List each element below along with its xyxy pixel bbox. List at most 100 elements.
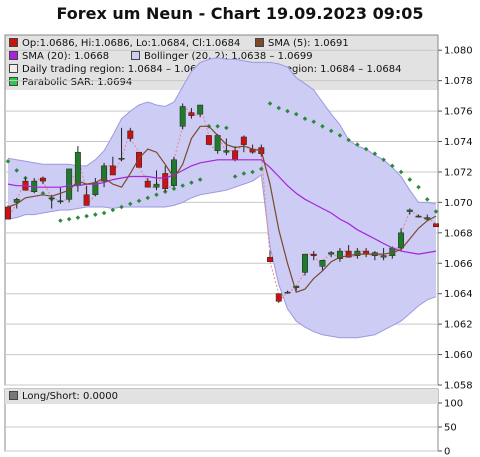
moving-averages bbox=[7, 125, 437, 293]
gap-connector bbox=[121, 130, 131, 159]
candle-up bbox=[13, 199, 20, 203]
candle-up bbox=[57, 200, 64, 203]
candle-up bbox=[101, 165, 108, 182]
candle-down bbox=[188, 112, 195, 116]
candle-up bbox=[284, 291, 291, 294]
candle-down bbox=[144, 180, 151, 188]
price-tick-label: 1.074 bbox=[444, 137, 473, 148]
candle-down bbox=[345, 250, 352, 258]
legend-swatch-sma5 bbox=[255, 38, 264, 47]
psar-dot bbox=[363, 146, 369, 152]
sma5-line bbox=[7, 125, 437, 293]
legend-sma5-label: SMA (5): 1.0691 bbox=[268, 38, 349, 49]
price-axis: 1.058 1.060 1.062 1.064 1.066 1.068 1.070 1.072… bbox=[438, 46, 473, 392]
gap-connector bbox=[60, 198, 70, 202]
price-tick-label: 1.058 bbox=[444, 381, 473, 392]
candle-up bbox=[398, 232, 405, 249]
price-tick-label: 1.080 bbox=[444, 46, 473, 57]
legend-long-short-label: Long/Short: 0.0000 bbox=[22, 391, 118, 402]
candle-up bbox=[336, 250, 343, 259]
gap-connector bbox=[42, 180, 53, 199]
legend-ohlc-label: Op:1.0686, Hi:1.0686, Lo:1.0684, Cl:1.06… bbox=[22, 38, 241, 49]
gap-connector bbox=[138, 167, 149, 182]
candle-up bbox=[319, 259, 326, 267]
legend-sma20-label: SMA (20): 1.0668 bbox=[22, 51, 110, 62]
candle-up bbox=[48, 197, 55, 200]
oscillator-legend: Long/Short: 0.0000 bbox=[5, 389, 438, 404]
legend-psar: Parabolic SAR: 1.0694 bbox=[9, 77, 132, 89]
psar-dot bbox=[119, 204, 124, 210]
bollinger-band bbox=[7, 57, 437, 339]
oscillator-axis: 0 50 100 bbox=[438, 399, 463, 457]
psar-dot bbox=[66, 216, 72, 222]
legend-sl-region-label: Daily S/L region: 1.0684 – 1.0684 bbox=[235, 64, 402, 75]
psar-dot bbox=[398, 169, 404, 175]
gap-connector bbox=[217, 135, 227, 153]
legend-bollinger: Bollinger (20, 2): 1.0638 – 1.0699 bbox=[131, 51, 313, 63]
legend-sma5: SMA (5): 1.0691 bbox=[255, 38, 349, 50]
candle-down bbox=[240, 136, 247, 145]
legend-sma20: SMA (20): 1.0668 bbox=[9, 51, 109, 63]
oscillator-tick-label: 50 bbox=[444, 423, 457, 434]
gap-connector bbox=[77, 152, 88, 195]
candle-down bbox=[275, 293, 282, 302]
legend-psar-label: Parabolic SAR: 1.0694 bbox=[22, 77, 133, 88]
psar-dot bbox=[110, 207, 116, 213]
candle-up bbox=[328, 252, 335, 255]
candle-up bbox=[293, 285, 300, 288]
gap-connector bbox=[7, 202, 18, 220]
price-tick-label: 1.076 bbox=[444, 107, 473, 118]
gap-connector bbox=[34, 177, 44, 182]
candle-down bbox=[310, 253, 317, 256]
psar-dot bbox=[381, 157, 386, 163]
gap-connector bbox=[269, 261, 280, 294]
gap-connector bbox=[260, 153, 271, 258]
psar-dot bbox=[93, 212, 98, 217]
candle-up bbox=[406, 209, 413, 212]
candle-up bbox=[118, 158, 125, 160]
candle-up bbox=[153, 183, 160, 188]
legend-swatch-long-short bbox=[9, 391, 18, 400]
candle-down bbox=[5, 206, 11, 220]
price-tick-label: 1.062 bbox=[444, 320, 473, 331]
candle-up bbox=[197, 104, 204, 115]
psar-dot bbox=[75, 215, 81, 220]
legend-swatch-ohlc bbox=[9, 38, 18, 47]
gap-connector bbox=[295, 272, 306, 287]
psar-dot bbox=[416, 184, 421, 190]
sma20-line bbox=[7, 159, 437, 255]
price-tick-label: 1.064 bbox=[444, 289, 473, 300]
psar-dot bbox=[407, 177, 413, 182]
candle-up bbox=[171, 159, 177, 186]
oscillator-grid bbox=[5, 402, 438, 452]
oscillator-tick-label: 0 bbox=[444, 447, 450, 457]
chart-title: Forex um Neun - Chart 19.09.2023 09:05 bbox=[56, 4, 424, 23]
candle-down bbox=[83, 194, 90, 206]
legend-swatch-sma20 bbox=[9, 51, 18, 60]
bollinger-lower-line bbox=[7, 174, 437, 339]
candle-down bbox=[39, 177, 46, 182]
bollinger-fill bbox=[8, 57, 436, 338]
price-tick-label: 1.078 bbox=[444, 76, 473, 87]
candle-down bbox=[162, 173, 169, 189]
psar-dot bbox=[285, 108, 290, 114]
candle-down bbox=[433, 223, 439, 227]
legend-swatch-bollinger bbox=[131, 51, 140, 60]
candle-down bbox=[205, 135, 212, 145]
candle-up bbox=[424, 217, 431, 220]
price-tick-label: 1.066 bbox=[444, 259, 473, 270]
candle-up bbox=[223, 150, 230, 153]
oscillator-tick-label: 100 bbox=[444, 399, 463, 410]
legend-swatch-psar bbox=[9, 77, 18, 86]
legend-ohlc: Op:1.0686, Hi:1.0686, Lo:1.0684, Cl:1.06… bbox=[9, 38, 240, 50]
legend-bollinger-label: Bollinger (20, 2): 1.0638 – 1.0699 bbox=[144, 51, 313, 62]
candle-down bbox=[127, 130, 134, 139]
legend-daily-region: Daily trading region: 1.0684 – 1.0684 bbox=[9, 64, 209, 76]
candle-down bbox=[136, 151, 142, 168]
candle-up bbox=[302, 253, 308, 273]
gap-connector bbox=[173, 126, 184, 160]
price-tick-label: 1.068 bbox=[444, 228, 473, 239]
gap-connector bbox=[112, 158, 122, 176]
candle-up bbox=[354, 250, 361, 256]
